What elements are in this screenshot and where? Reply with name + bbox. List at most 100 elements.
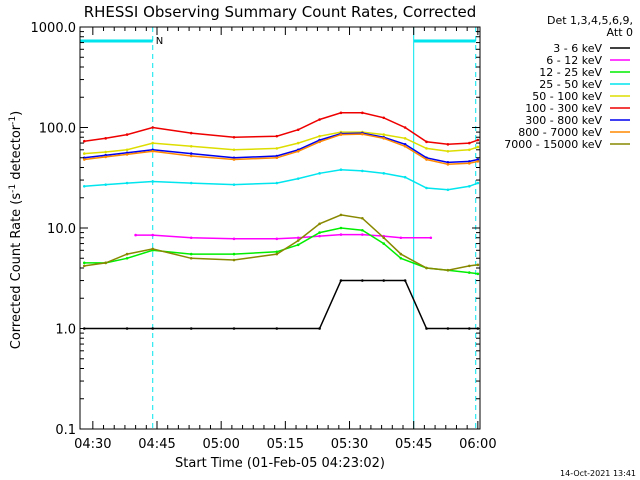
data-point — [232, 258, 236, 262]
footer-timestamp: 14-Oct-2021 13:41 — [560, 469, 636, 478]
legend-entry-label: 3 - 6 keV — [553, 42, 602, 55]
data-point — [104, 150, 107, 154]
series-line — [84, 168, 479, 191]
data-point — [189, 145, 193, 148]
data-point — [399, 252, 403, 256]
y-tick-label: 0.1 — [55, 423, 76, 438]
y-axis-label-sup1: -1 — [8, 184, 18, 193]
series-line — [84, 214, 478, 271]
night-bar-label: N — [156, 36, 163, 47]
data-point — [318, 234, 321, 238]
series-line — [84, 112, 479, 146]
data-point — [361, 111, 364, 115]
data-point — [318, 222, 321, 226]
legend-entry-label: 12 - 25 keV — [539, 66, 602, 79]
data-point — [82, 261, 86, 265]
data-point — [339, 133, 343, 136]
legend-entry-label: 300 - 800 keV — [525, 114, 602, 127]
data-point — [82, 139, 86, 143]
legend-header-attenuator: Att 0 — [607, 26, 633, 39]
data-point — [104, 137, 107, 140]
data-point — [232, 183, 236, 186]
data-point — [468, 271, 471, 274]
data-point — [82, 184, 86, 188]
data-point — [232, 135, 236, 139]
data-point — [296, 236, 300, 240]
data-point — [339, 279, 343, 282]
data-point — [361, 228, 364, 232]
data-point — [189, 256, 193, 260]
data-point — [151, 327, 155, 330]
x-axis-label: Start Time (01-Feb-05 04:23:02) — [175, 456, 385, 471]
y-axis-label-main: Corrected Count Rate (s — [9, 193, 24, 350]
y-tick-label: 10.0 — [47, 222, 76, 237]
data-point — [125, 327, 129, 330]
data-point — [296, 149, 300, 153]
data-point — [476, 145, 480, 149]
data-point — [125, 133, 129, 136]
data-point — [446, 268, 450, 272]
data-point — [104, 155, 107, 159]
data-point — [446, 149, 450, 153]
data-point — [318, 134, 321, 138]
data-point — [151, 141, 155, 145]
chart-title: RHESSI Observing Summary Count Rates, Co… — [84, 3, 477, 21]
data-point — [125, 148, 129, 152]
series-line — [135, 233, 431, 240]
x-tick-label: 04:30 — [74, 437, 111, 452]
data-point — [318, 327, 321, 330]
x-axis: 04:30 04:45 05:00 05:15 05:30 05:45 06:00 — [74, 27, 497, 452]
data-point — [275, 156, 279, 160]
data-point — [318, 231, 321, 234]
data-point — [275, 237, 279, 241]
data-point — [232, 158, 236, 161]
data-point — [339, 233, 343, 236]
data-point — [476, 138, 480, 142]
data-point — [476, 272, 480, 276]
data-point — [403, 145, 407, 148]
data-point — [446, 163, 450, 166]
data-point — [476, 181, 480, 185]
data-point — [382, 242, 386, 245]
legend-entry-label: 100 - 300 keV — [525, 102, 602, 115]
plot-frame — [79, 26, 481, 430]
data-point — [382, 172, 386, 175]
data-point — [425, 147, 428, 150]
data-point — [361, 169, 364, 173]
data-point — [82, 156, 86, 160]
data-point — [339, 168, 343, 172]
data-point — [425, 140, 428, 144]
data-point — [275, 134, 279, 138]
data-point — [125, 181, 129, 185]
data-point — [104, 183, 107, 186]
data-point — [296, 128, 300, 132]
data-point — [232, 148, 236, 152]
data-point — [151, 247, 155, 251]
data-point — [476, 158, 480, 161]
x-tick-label: 05:00 — [202, 437, 239, 452]
data-point — [189, 327, 193, 330]
data-point — [446, 161, 450, 164]
data-point — [275, 250, 279, 254]
data-point — [151, 149, 155, 153]
legend-entry-label: 50 - 100 keV — [532, 90, 602, 103]
time-marks: N — [79, 27, 477, 429]
data-point — [425, 327, 428, 330]
data-point — [446, 188, 450, 192]
y-axis-label-mid: detector — [9, 124, 24, 184]
data-point — [339, 213, 343, 217]
data-point — [232, 252, 236, 256]
data-point — [468, 141, 471, 145]
x-tick-label: 04:45 — [138, 437, 175, 452]
data-point — [429, 236, 433, 240]
data-point — [134, 233, 137, 237]
data-point — [476, 160, 480, 163]
data-point — [189, 131, 193, 135]
data-point — [104, 261, 107, 265]
series-layer — [82, 111, 480, 330]
y-axis-label: Corrected Count Rate (s-1 detector-1) — [8, 111, 24, 349]
data-point — [361, 279, 364, 282]
data-point — [403, 143, 407, 146]
